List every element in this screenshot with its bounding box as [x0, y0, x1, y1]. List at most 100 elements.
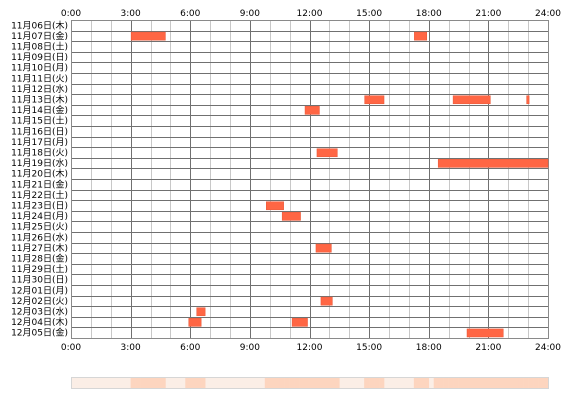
- summary-cell: [433, 377, 439, 389]
- summary-cell: [200, 377, 206, 389]
- summary-cell: [140, 377, 146, 389]
- grid-lines: [71, 20, 549, 339]
- summary-cell: [374, 377, 380, 389]
- row-label: 11月13日(木): [11, 94, 68, 106]
- summary-cell: [145, 377, 151, 389]
- summary-cell: [483, 377, 489, 389]
- row-label: 11月17日(月): [11, 137, 68, 148]
- summary-cell: [294, 377, 300, 389]
- row-label: 11月30日(日): [11, 275, 68, 286]
- x-ticks-bottom: 0:00 3:00 6:00 9:00 12:00 15:00 18:00 21:00 24:0…: [61, 343, 561, 353]
- activity-bar: [452, 95, 491, 105]
- summary-cell: [334, 377, 340, 389]
- x-tick-label-top: 21:00: [475, 9, 501, 19]
- row-label: 11月15日(土): [11, 115, 68, 127]
- x-tick-label-top: 18:00: [416, 9, 442, 19]
- summary-cell: [443, 377, 449, 389]
- activity-bar: [437, 159, 549, 168]
- row-label: 12月05日(金): [11, 327, 68, 339]
- x-tick-label-bottom: 15:00: [356, 343, 382, 353]
- summary-cell: [269, 377, 276, 389]
- row-label: 11月26日(水): [11, 231, 68, 243]
- x-tick-label-bottom: 24:00: [535, 343, 561, 353]
- x-tick-label-bottom: 18:00: [416, 343, 442, 353]
- row-label: 11月22日(土): [11, 189, 68, 201]
- summary-cell: [528, 377, 534, 389]
- row-label: 11月19日(水): [11, 157, 68, 169]
- summary-cell: [533, 377, 539, 389]
- x-tick-label-top: 24:00: [535, 9, 561, 19]
- row-label: 11月16日(日): [11, 126, 68, 137]
- activity-bar: [266, 201, 284, 211]
- summary-strip: [71, 377, 549, 389]
- x-tick-label-bottom: 21:00: [475, 343, 501, 353]
- row-label: 11月27日(木): [11, 242, 68, 254]
- row-label: 11月28日(金): [11, 253, 68, 265]
- summary-cell: [369, 377, 375, 389]
- row-label: 11月23日(日): [11, 201, 68, 212]
- row-label: 12月02日(火): [11, 296, 68, 307]
- row-label: 11月29日(土): [11, 263, 68, 275]
- summary-cell: [319, 377, 325, 389]
- summary-cell: [508, 377, 514, 389]
- activity-bar: [320, 296, 333, 306]
- summary-cell: [463, 377, 469, 389]
- summary-cell: [190, 377, 196, 389]
- summary-cell: [503, 377, 509, 389]
- x-tick-label-bottom: 3:00: [121, 343, 141, 353]
- row-label: 11月09日(日): [11, 52, 68, 63]
- row-label: 11月08日(土): [11, 41, 68, 53]
- activity-bar: [414, 31, 428, 41]
- summary-cell: [448, 377, 454, 389]
- activity-bar: [291, 318, 308, 327]
- row-label: 11月18日(火): [11, 148, 68, 159]
- row-label: 11月20日(木): [11, 168, 68, 180]
- row-label: 11月06日(木): [11, 19, 68, 31]
- row-label: 11月21日(金): [11, 178, 68, 190]
- summary-cell: [324, 377, 330, 389]
- row-label: 12月01日(月): [11, 285, 68, 296]
- row-label: 12月04日(木): [11, 316, 68, 328]
- activity-bar: [281, 212, 301, 221]
- activity-bar: [364, 95, 385, 105]
- summary-cell: [279, 377, 285, 389]
- row-label: 11月25日(火): [11, 222, 68, 233]
- x-tick-label-top: 12:00: [297, 9, 323, 19]
- x-tick-label-top: 9:00: [240, 9, 260, 19]
- summary-cell: [329, 377, 335, 389]
- activity-bar: [315, 243, 332, 253]
- summary-cell: [523, 377, 529, 389]
- activity-bar: [466, 328, 504, 338]
- row-label: 11月14日(金): [11, 104, 68, 116]
- x-ticks-top: 0:00 3:00 6:00 9:00 12:00 15:00 18:00 21:00 24:0…: [61, 9, 561, 19]
- summary-cell: [413, 377, 420, 389]
- row-label: 11月10日(月): [11, 63, 68, 74]
- summary-cell: [289, 377, 295, 389]
- summary-cell: [493, 377, 499, 389]
- summary-cell: [130, 377, 136, 389]
- summary-cell: [195, 377, 201, 389]
- summary-cell: [264, 377, 271, 389]
- summary-cell: [468, 377, 474, 389]
- activity-bar: [526, 95, 530, 105]
- x-tick-label-bottom: 6:00: [180, 343, 200, 353]
- summary-cell: [543, 377, 549, 389]
- activity-bar: [130, 31, 166, 41]
- summary-cell: [155, 377, 161, 389]
- summary-strip-frame: [71, 377, 549, 389]
- activity-bar: [316, 148, 338, 158]
- summary-cell: [274, 377, 280, 389]
- x-tick-label-top: 15:00: [356, 9, 382, 19]
- row-label: 11月12日(水): [11, 83, 68, 95]
- summary-cell: [538, 377, 544, 389]
- row-labels: 11月06日(木)11月07日(金)11月08日(土)11月09日(日)11月1…: [11, 19, 68, 338]
- summary-cell: [438, 377, 444, 389]
- activity-bar: [304, 106, 320, 115]
- summary-cell: [284, 377, 290, 389]
- row-label: 11月11日(火): [11, 73, 68, 84]
- activity-bars: [130, 31, 549, 338]
- x-tick-label-bottom: 12:00: [297, 343, 323, 353]
- summary-cell: [314, 377, 320, 389]
- summary-cell: [304, 377, 310, 389]
